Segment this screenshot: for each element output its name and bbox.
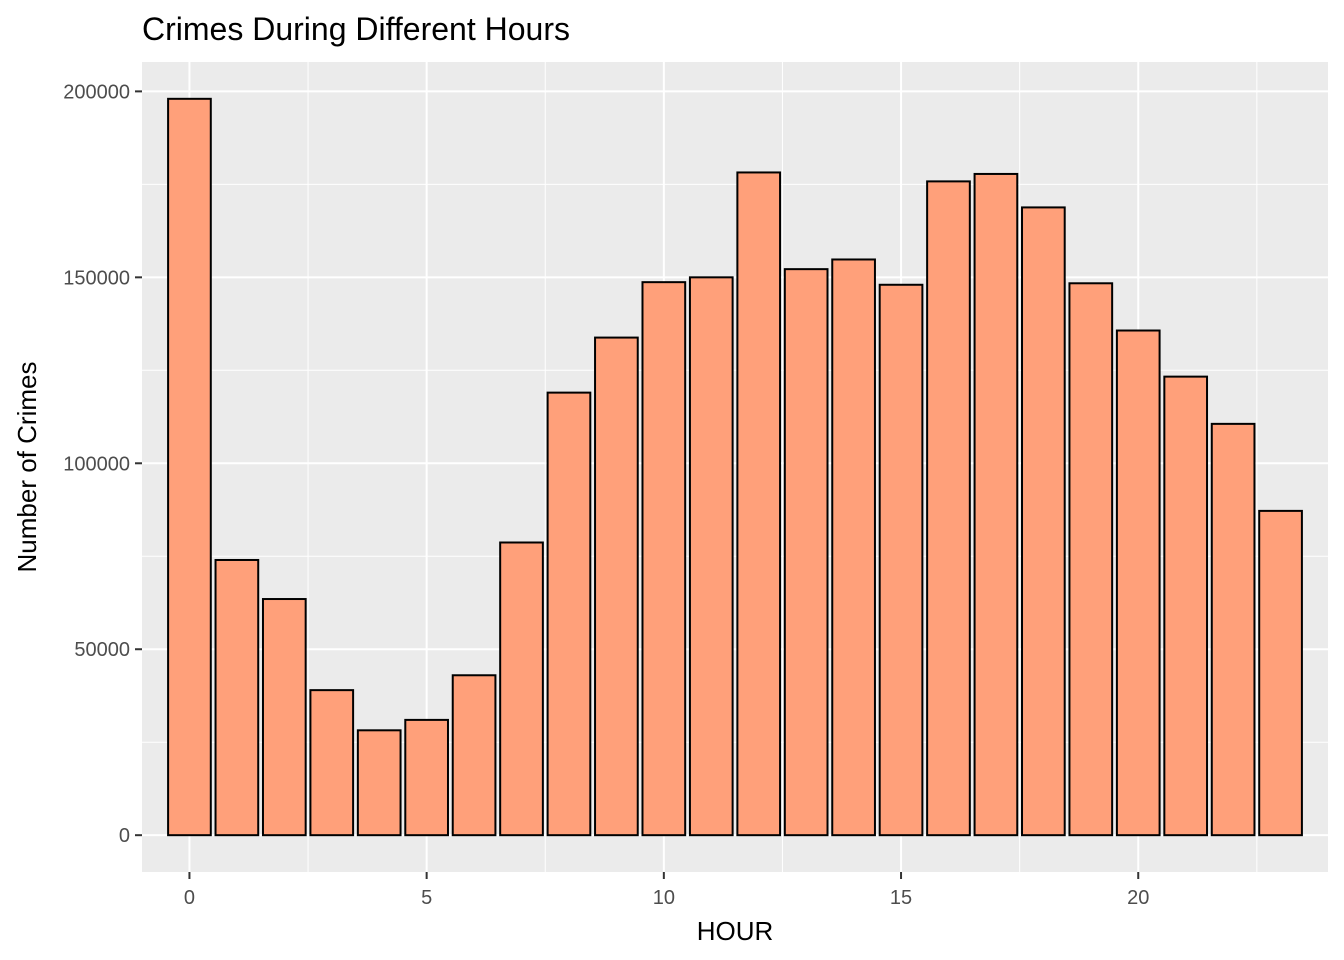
bar-hour-10 — [641, 281, 687, 837]
bar-hour-13 — [783, 268, 829, 837]
bar-hour-4 — [356, 729, 402, 837]
bar-hour-1 — [214, 558, 260, 837]
bar-hour-19 — [1068, 282, 1114, 837]
bar-hour-20 — [1115, 329, 1161, 837]
bar-hour-11 — [688, 276, 734, 837]
bar-hour-14 — [831, 258, 876, 837]
bar-hour-8 — [546, 391, 592, 837]
bar-hour-5 — [404, 718, 449, 837]
x-tick-label: 5 — [421, 887, 432, 909]
x-axis: 0 5 10 15 20 — [184, 872, 1149, 909]
bar-hour-0 — [167, 97, 212, 837]
bar-hour-6 — [451, 674, 497, 837]
bar-hour-22 — [1210, 422, 1256, 837]
y-tick-label: 200000 — [63, 81, 130, 103]
x-axis-title: HOUR — [697, 916, 774, 946]
x-tick-label: 15 — [890, 887, 912, 909]
y-tick-label: 0 — [119, 825, 130, 847]
bar-hour-15 — [878, 283, 924, 837]
bar-hour-3 — [309, 689, 355, 837]
y-tick-label: 50000 — [74, 639, 130, 661]
bars — [167, 97, 1303, 837]
bar-hour-18 — [1021, 206, 1066, 837]
y-axis: 0 50000 100000 150000 200000 — [63, 81, 142, 847]
bar-hour-12 — [736, 171, 782, 837]
x-tick-label: 0 — [184, 887, 195, 909]
bar-hour-7 — [499, 541, 544, 837]
bar-hour-21 — [1163, 375, 1209, 837]
x-tick-label: 10 — [653, 887, 675, 909]
chart-title: Crimes During Different Hours — [142, 11, 570, 47]
bar-hour-2 — [261, 598, 307, 837]
y-axis-title: Number of Crimes — [12, 362, 42, 573]
x-tick-label: 20 — [1127, 887, 1149, 909]
bar-hour-9 — [594, 336, 639, 837]
bar-hour-23 — [1258, 509, 1303, 837]
bar-hour-17 — [973, 172, 1019, 837]
y-tick-label: 150000 — [63, 267, 130, 289]
bar-hour-16 — [926, 180, 971, 837]
y-tick-label: 100000 — [63, 453, 130, 475]
